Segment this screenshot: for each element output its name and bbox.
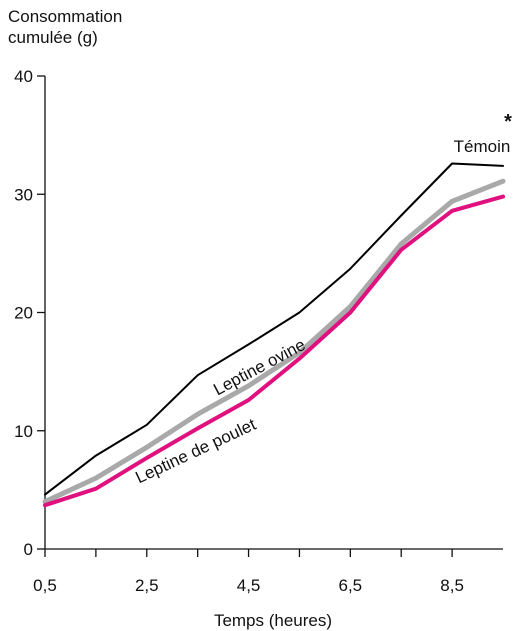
y-tick-label: 0 [24,540,33,559]
y-tick-label: 10 [14,422,33,441]
significance-marker: * [504,111,512,133]
x-axis-label: Temps (heures) [214,611,332,630]
x-tick-label: 2,5 [135,576,159,595]
y-axis-label: Consommation cumulée (g) [8,7,123,47]
label-leptine-de-poulet: Leptine de poulet [133,415,260,487]
x-tick-label: 8,5 [440,576,464,595]
axes: 0 10 20 30 40 0,5 2,5 4,5 6,5 8,5 [14,67,503,595]
series-line-t-moin [44,162,504,496]
series-line-leptine-ovine [42,178,506,505]
label-temoin: Témoin [454,137,511,156]
y-tick-label: 40 [14,67,33,86]
y-tick-label: 20 [14,304,33,323]
x-tick-label: 4,5 [237,576,261,595]
series-lines [42,162,506,508]
x-tick-label: 6,5 [339,576,363,595]
series-line-leptine-de-poulet [43,194,505,508]
x-tick-label: 0,5 [33,576,57,595]
y-tick-label: 30 [14,185,33,204]
